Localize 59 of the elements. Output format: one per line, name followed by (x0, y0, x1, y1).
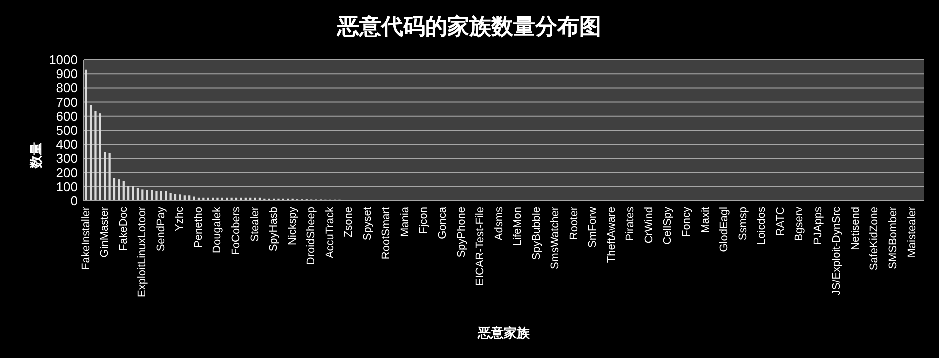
x-tick-label: ExploitLinuxLotoor (136, 206, 149, 298)
y-tick-label: 600 (56, 108, 78, 124)
x-tick-label: Maistealer (906, 206, 918, 258)
x-tick-label: RootSmart (380, 207, 393, 260)
x-tick-label: Rooter (568, 206, 580, 240)
x-tick-label: Pirates (624, 206, 637, 242)
y-tick-label: 100 (56, 179, 78, 194)
x-tick-label: JS/Exploit-DynSrc (831, 206, 844, 296)
x-tick-label: DroidSheep (306, 207, 318, 266)
x-tick-label: Maxit (700, 207, 712, 234)
x-tick-label: PJApps (812, 206, 824, 245)
x-tick-label: FoCobers (230, 206, 243, 256)
x-tick-label: GinMaster (99, 206, 112, 258)
x-tick-label: FakeInstaller (80, 206, 92, 270)
x-tick-label: SpyPhone (456, 207, 468, 258)
y-tick-label: 700 (56, 94, 78, 110)
x-tick-label: SmsWatcher (550, 206, 562, 270)
x-tick-label: SpyBubble (530, 207, 543, 260)
x-tick-label: Fjcon (418, 207, 430, 234)
x-tick-label: GlodEagl (718, 207, 731, 252)
x-tick-label: Loicdos (756, 206, 768, 245)
x-tick-label: EICAR-Test-File (474, 207, 487, 286)
x-tick-label: Foncy (681, 206, 694, 237)
x-tick-label: SMSBomber (887, 206, 900, 270)
y-tick-label: 1000 (49, 52, 78, 68)
y-tick-label: 400 (56, 137, 78, 152)
x-tick-label: Dougalek (212, 206, 224, 254)
y-tick-label: 900 (56, 66, 78, 82)
x-tick-label: SmForw (587, 206, 600, 248)
x-tick-label: FakeDoc (118, 206, 130, 252)
x-tick-label: Stealer (249, 206, 262, 242)
x-tick-label: Mania (399, 206, 412, 237)
x-axis-title: 恶意家族 (477, 326, 531, 340)
x-tick-label: Netisend (850, 207, 862, 250)
x-tick-label: Ssmsp (737, 207, 750, 241)
x-tick-label: Nickspy (286, 206, 299, 246)
x-tick-label: SafeKidZone (868, 207, 881, 271)
y-axis-title: 数量 (28, 142, 44, 170)
x-tick-label: SendPay (155, 206, 168, 252)
chart-title: 恶意代码的家族数量分布图 (336, 14, 602, 40)
x-tick-label: LifeMon (512, 207, 524, 246)
y-tick-label: 500 (56, 123, 78, 138)
x-tick-label: Bgserv (794, 206, 806, 242)
x-tick-label: CrWind (643, 207, 656, 244)
x-tick-label: TheftAware (606, 207, 618, 264)
x-tick-label: Penetho (192, 207, 205, 248)
y-tick-label: 800 (56, 80, 78, 96)
x-tick-label: SpyHasb (268, 207, 280, 252)
x-tick-label: Gonca (436, 206, 449, 240)
x-tick-label: Spyset (362, 207, 374, 241)
x-tick-label: Yzhc (174, 206, 186, 232)
x-tick-label: AccuTrack (324, 206, 336, 259)
y-tick-label: 0 (70, 194, 78, 208)
y-tick-label: 200 (56, 165, 78, 180)
x-tick-label: Adsms (493, 206, 506, 241)
x-tick-label: CellSpy (662, 206, 674, 245)
y-tick-label: 300 (56, 151, 78, 166)
x-tick-label: Zsone (343, 207, 356, 238)
x-tick-label: RATC (774, 206, 787, 236)
